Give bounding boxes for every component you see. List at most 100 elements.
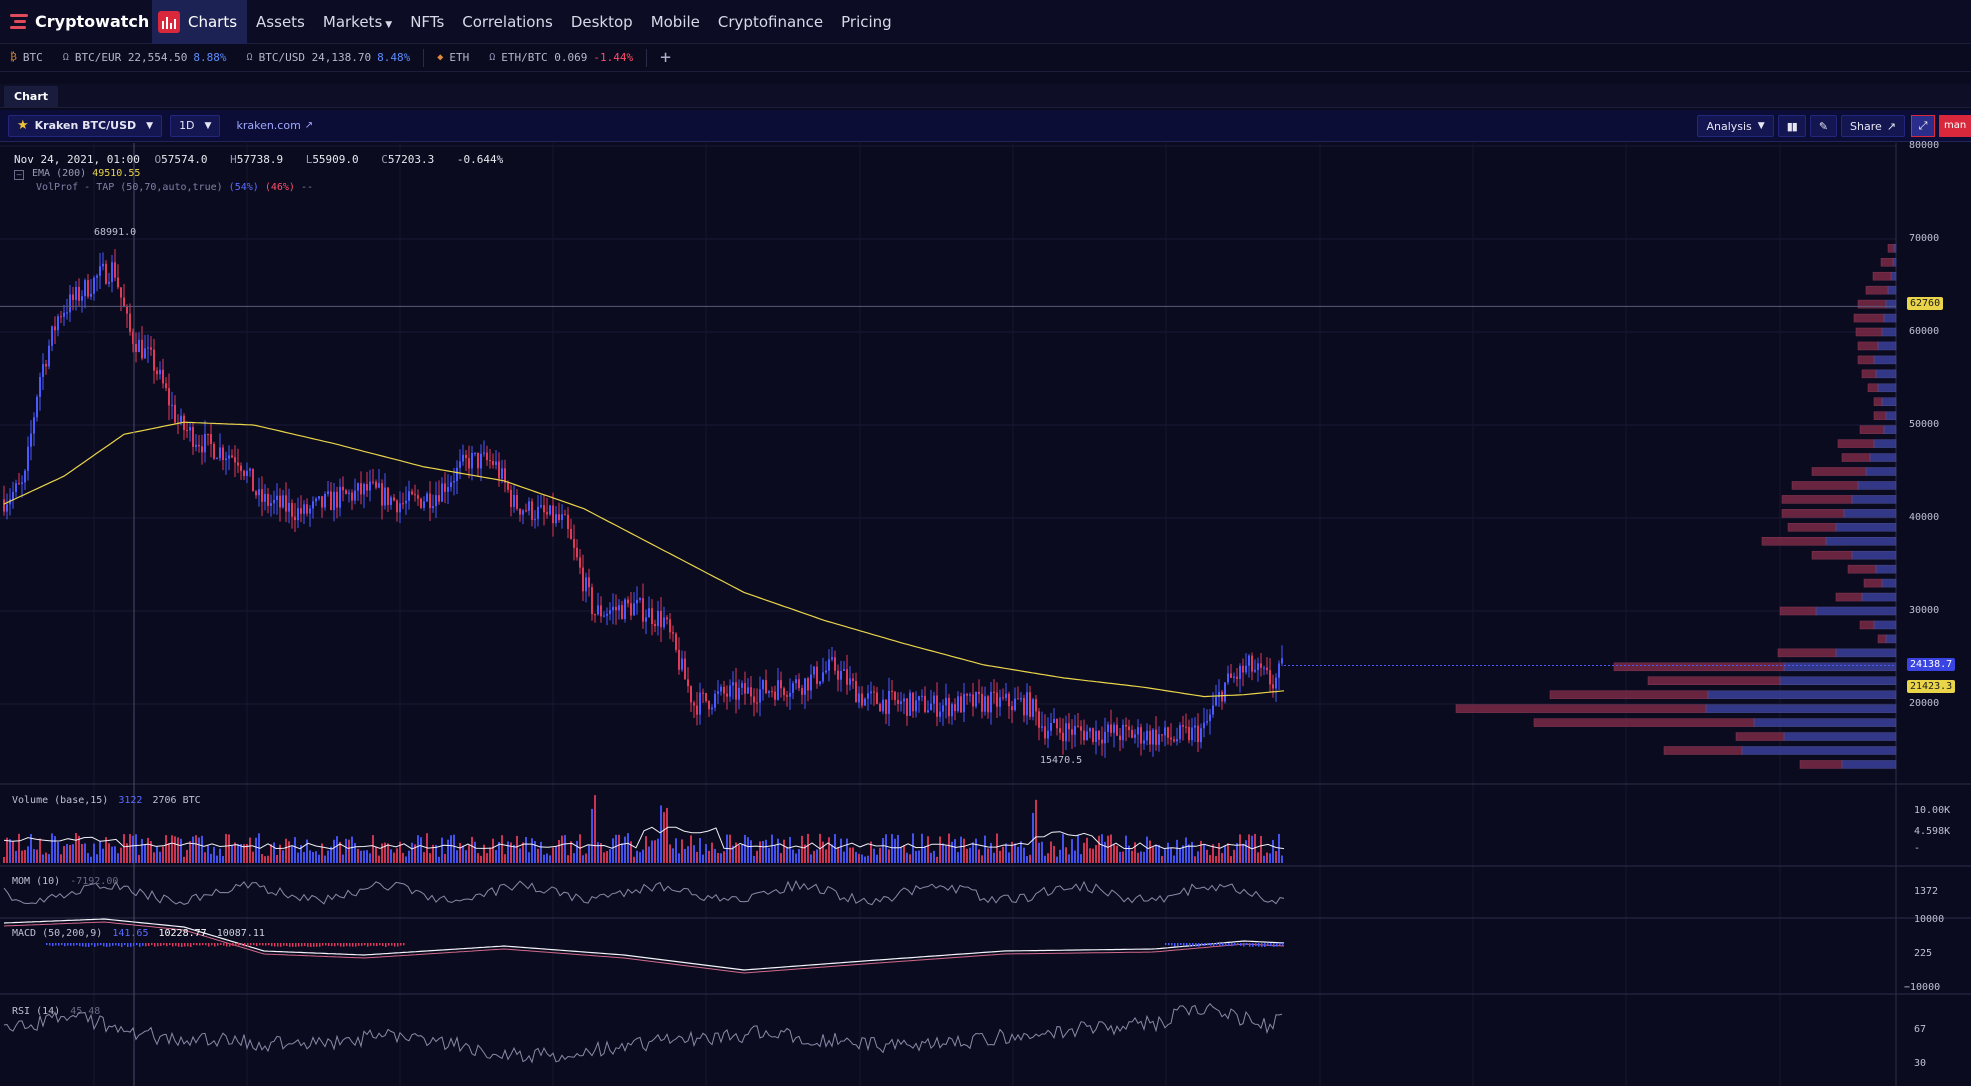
volume-bar xyxy=(591,808,593,863)
candle-body xyxy=(354,490,356,501)
volume-bar xyxy=(903,845,905,863)
volume-bar xyxy=(759,841,761,863)
nav-cryptofinance[interactable]: Cryptofinance xyxy=(717,12,824,31)
candle-body xyxy=(1269,670,1271,685)
logo-icon xyxy=(10,13,28,30)
macd-histogram-bar xyxy=(1201,943,1203,946)
draw-button[interactable]: ✎ xyxy=(1809,115,1838,137)
macd-histogram-bar xyxy=(160,943,162,947)
market-selector[interactable]: ★ Kraken BTC/USD ▼ xyxy=(8,114,163,137)
candle-body xyxy=(345,490,347,494)
macd-value-3: 10087.11 xyxy=(216,928,265,939)
nav-assets[interactable]: Assets xyxy=(256,12,305,31)
candle-body xyxy=(66,312,68,314)
nav-mobile[interactable]: Mobile xyxy=(650,12,700,31)
macd-histogram-bar xyxy=(79,943,81,947)
macd-histogram-bar xyxy=(295,943,297,947)
legend-open: O57574.0 xyxy=(154,153,208,166)
volume-bar xyxy=(216,855,218,863)
nav-markets[interactable]: Markets ▼ xyxy=(314,0,401,44)
fullscreen-button[interactable]: ⤢ xyxy=(1911,115,1935,137)
volume-bar xyxy=(882,838,884,863)
volume-bar xyxy=(159,851,161,863)
macd-histogram-bar xyxy=(1258,943,1260,947)
volume-bar xyxy=(21,850,23,863)
candle-body xyxy=(1236,676,1238,679)
candle-body xyxy=(30,433,32,447)
candle-body xyxy=(960,696,962,713)
nav-charts[interactable]: Charts xyxy=(152,0,248,44)
volume-bar xyxy=(54,836,56,863)
logo[interactable]: Cryptowatch xyxy=(0,0,152,44)
candle-body xyxy=(684,658,686,680)
share-button[interactable]: Share ↗ xyxy=(1841,115,1905,137)
volprof-legend[interactable]: VolProf - TAP (50,70,auto,true) (54%) (4… xyxy=(36,182,313,193)
volume-bar xyxy=(1023,847,1025,863)
candle-body xyxy=(750,687,752,697)
chart-canvas[interactable] xyxy=(0,143,1971,1086)
chart-area[interactable]: Nov 24, 2021, 01:00 O57574.0 H57738.9 L5… xyxy=(0,140,1971,1086)
macd-histogram-bar xyxy=(274,943,276,947)
volume-bar xyxy=(177,837,179,863)
rsi-line xyxy=(3,1003,1283,1064)
candle-body xyxy=(96,275,98,278)
user-menu-button[interactable]: man xyxy=(1939,115,1971,137)
legend-open-value: 57574.0 xyxy=(161,153,208,166)
tab-chart[interactable]: Chart xyxy=(4,86,59,107)
volume-profile-bar xyxy=(1779,676,1897,685)
candle-body xyxy=(675,633,677,650)
add-ticker-button[interactable]: + xyxy=(660,47,671,68)
candle-body xyxy=(912,692,914,712)
nav-desktop[interactable]: Desktop xyxy=(570,12,633,31)
macd-histogram-bar xyxy=(67,943,69,946)
volume-bar xyxy=(15,850,17,863)
candle-body xyxy=(1038,711,1040,728)
candle-body xyxy=(501,468,503,479)
volume-bar xyxy=(39,838,41,863)
candle-body xyxy=(1110,724,1112,733)
candle-body xyxy=(774,691,776,700)
volume-bar xyxy=(1188,844,1190,863)
ticker-btc-eur[interactable]: Ω BTC/EUR 22,554.50 8.88% xyxy=(53,51,237,64)
macd-histogram-bar xyxy=(358,943,360,946)
candle-body xyxy=(423,501,425,508)
candle-body xyxy=(153,349,155,371)
chart-type-button[interactable]: ▮▮ xyxy=(1777,115,1806,137)
ticker-btc[interactable]: ₿ BTC xyxy=(0,51,53,64)
macd-histogram-bar xyxy=(1267,943,1269,947)
exchange-link[interactable]: kraken.com ↗ xyxy=(228,115,321,137)
nav-nfts[interactable]: NFTs xyxy=(410,12,445,31)
analysis-dropdown[interactable]: Analysis ▼ xyxy=(1697,115,1774,137)
volume-bar xyxy=(138,854,140,863)
volume-profile-bar xyxy=(1863,578,1883,588)
ema-legend[interactable]: – EMA (200) 49510.55 xyxy=(14,168,140,180)
ticker-eth[interactable]: ◆ ETH xyxy=(427,51,479,64)
volume-bar xyxy=(1020,841,1022,863)
ticker-btc-usd[interactable]: Ω BTC/USD 24,138.70 8.48% xyxy=(237,51,421,64)
volume-bar xyxy=(1221,853,1223,863)
candle-body xyxy=(993,691,995,693)
candle-body xyxy=(192,426,194,447)
candle-body xyxy=(828,659,830,671)
ticker-eth-btc[interactable]: Ω ETH/BTC 0.069 -1.44% xyxy=(479,51,643,64)
nav-correlations[interactable]: Correlations xyxy=(462,12,553,31)
macd-histogram-bar xyxy=(280,943,282,947)
volume-bar xyxy=(303,851,305,863)
nav-pricing[interactable]: Pricing xyxy=(841,12,892,31)
candle-body xyxy=(204,433,206,453)
volume-bar xyxy=(441,837,443,863)
candle-body xyxy=(906,698,908,716)
volume-bar xyxy=(30,834,32,863)
volume-bar xyxy=(993,852,995,863)
macd-histogram-bar xyxy=(1222,943,1224,947)
crosshair-price-tag: 62760 xyxy=(1907,297,1944,310)
macd-histogram-bar xyxy=(1234,943,1236,946)
macd-histogram-bar xyxy=(184,943,186,947)
volume-bar xyxy=(141,838,143,863)
collapse-icon[interactable]: – xyxy=(14,170,24,180)
volume-bar xyxy=(51,833,53,863)
interval-selector[interactable]: 1D ▼ xyxy=(170,114,221,137)
volume-bar xyxy=(813,850,815,863)
candle-body xyxy=(846,669,848,685)
volume-profile-bar xyxy=(1867,383,1879,393)
